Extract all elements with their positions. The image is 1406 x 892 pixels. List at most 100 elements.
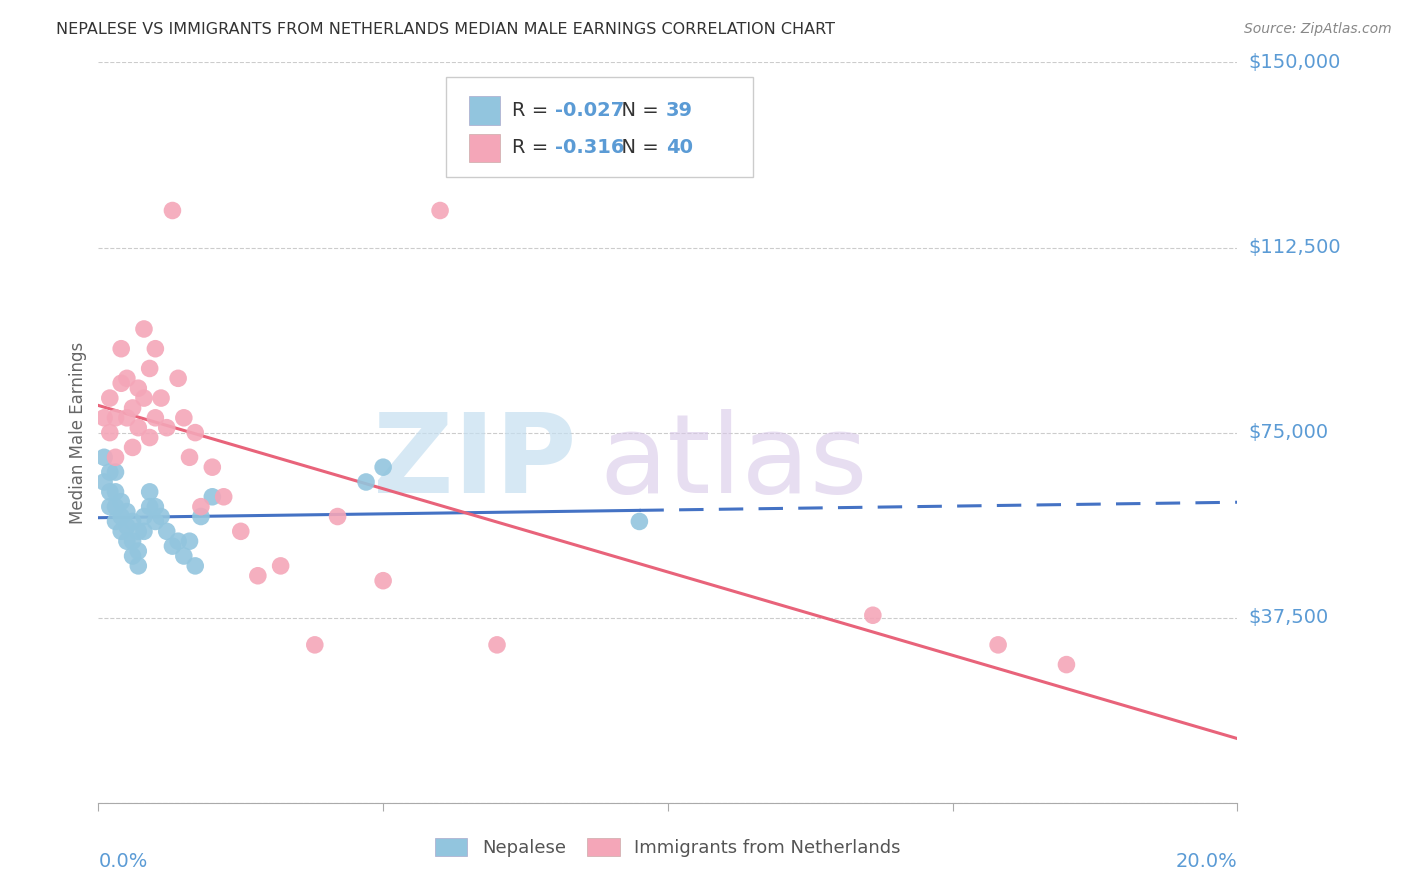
Point	[115, 410, 138, 425]
Point	[184, 558, 207, 573]
Text: R =: R =	[512, 138, 554, 157]
Point	[628, 515, 651, 529]
Point	[104, 500, 127, 514]
Point	[104, 410, 127, 425]
Point	[987, 638, 1010, 652]
Point	[862, 608, 884, 623]
Text: N =: N =	[609, 101, 665, 120]
Y-axis label: Median Male Earnings: Median Male Earnings	[69, 342, 87, 524]
Text: 39: 39	[665, 101, 693, 120]
Point	[354, 475, 377, 489]
Point	[98, 500, 121, 514]
Point	[127, 558, 149, 573]
Legend: Nepalese, Immigrants from Netherlands: Nepalese, Immigrants from Netherlands	[427, 830, 908, 864]
Point	[132, 509, 155, 524]
Point	[121, 441, 143, 455]
Point	[145, 410, 167, 425]
Point	[184, 425, 207, 440]
Point	[110, 342, 132, 356]
Point	[373, 460, 395, 475]
Point	[127, 524, 149, 539]
Point	[132, 322, 155, 336]
Text: N =: N =	[609, 138, 665, 157]
Point	[145, 500, 167, 514]
Point	[138, 361, 160, 376]
Text: NEPALESE VS IMMIGRANTS FROM NETHERLANDS MEDIAN MALE EARNINGS CORRELATION CHART: NEPALESE VS IMMIGRANTS FROM NETHERLANDS …	[56, 22, 835, 37]
Text: $75,000: $75,000	[1249, 423, 1329, 442]
Point	[173, 410, 195, 425]
Point	[190, 500, 212, 514]
Text: 0.0%: 0.0%	[98, 852, 148, 871]
Point	[429, 203, 451, 218]
Point	[138, 484, 160, 499]
Point	[115, 371, 138, 385]
Point	[93, 450, 115, 465]
Point	[179, 450, 201, 465]
Point	[115, 534, 138, 549]
Point	[115, 505, 138, 519]
FancyBboxPatch shape	[468, 96, 501, 125]
Point	[1056, 657, 1078, 672]
Point	[201, 460, 224, 475]
Point	[104, 465, 127, 479]
Point	[127, 544, 149, 558]
Point	[201, 490, 224, 504]
Point	[156, 524, 179, 539]
Text: $112,500: $112,500	[1249, 238, 1341, 257]
Point	[93, 475, 115, 489]
Point	[132, 524, 155, 539]
Point	[121, 515, 143, 529]
Point	[98, 465, 121, 479]
Point	[162, 539, 184, 553]
Text: -0.316: -0.316	[555, 138, 624, 157]
Point	[115, 519, 138, 533]
Text: $37,500: $37,500	[1249, 608, 1329, 627]
FancyBboxPatch shape	[446, 78, 754, 178]
Text: atlas: atlas	[599, 409, 868, 516]
Text: -0.027: -0.027	[555, 101, 624, 120]
Point	[270, 558, 292, 573]
Point	[150, 509, 173, 524]
Point	[110, 509, 132, 524]
Point	[167, 534, 190, 549]
Point	[167, 371, 190, 385]
Point	[93, 410, 115, 425]
Point	[173, 549, 195, 563]
Point	[104, 450, 127, 465]
Point	[104, 484, 127, 499]
Point	[138, 500, 160, 514]
Point	[121, 534, 143, 549]
Point	[110, 376, 132, 391]
Text: 20.0%: 20.0%	[1175, 852, 1237, 871]
FancyBboxPatch shape	[468, 134, 501, 161]
Point	[110, 494, 132, 508]
Point	[145, 515, 167, 529]
Point	[132, 391, 155, 405]
Point	[229, 524, 252, 539]
Point	[121, 401, 143, 415]
Point	[110, 524, 132, 539]
Point	[373, 574, 395, 588]
Text: ZIP: ZIP	[374, 409, 576, 516]
Point	[121, 549, 143, 563]
Point	[98, 484, 121, 499]
Point	[104, 515, 127, 529]
Text: 40: 40	[665, 138, 693, 157]
Point	[212, 490, 235, 504]
Point	[190, 509, 212, 524]
Point	[326, 509, 349, 524]
Point	[98, 391, 121, 405]
Text: Source: ZipAtlas.com: Source: ZipAtlas.com	[1244, 22, 1392, 37]
Point	[179, 534, 201, 549]
Point	[145, 342, 167, 356]
Point	[98, 425, 121, 440]
Point	[127, 420, 149, 434]
Point	[162, 203, 184, 218]
Point	[150, 391, 173, 405]
Point	[138, 431, 160, 445]
Point	[156, 420, 179, 434]
Point	[304, 638, 326, 652]
Point	[486, 638, 509, 652]
Text: R =: R =	[512, 101, 554, 120]
Point	[127, 381, 149, 395]
